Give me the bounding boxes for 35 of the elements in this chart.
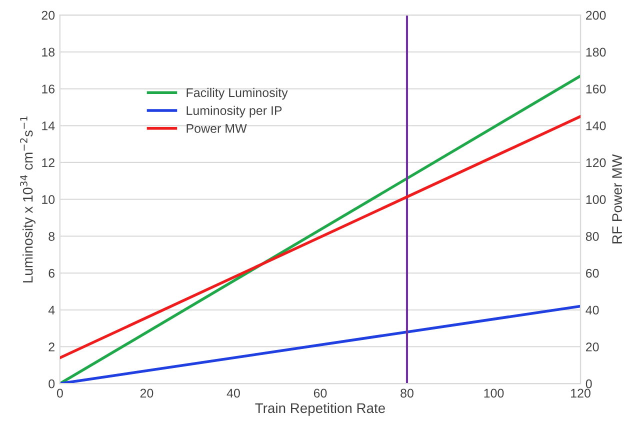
y-tick-label: 4 <box>48 306 55 314</box>
y-tick-label: 8 <box>48 232 55 241</box>
x-axis-title: Train Repetition Rate <box>255 402 385 416</box>
y-axis-title: Luminosity x 10$^{34}$ cm$^{−2}$s$^{−1}$ <box>20 116 36 282</box>
y-tick-label: 2 <box>48 342 54 352</box>
y2-tick-label: 40 <box>586 306 599 315</box>
y2-tick-label: 120 <box>586 158 606 168</box>
x-tick-label: 80 <box>400 388 414 398</box>
y-tick-label: 14 <box>42 122 55 130</box>
x-tick-label: 100 <box>484 388 504 398</box>
y-tick-label: 0 <box>48 379 55 388</box>
y2-tick-label: 180 <box>586 48 606 57</box>
y-tick-label: 10 <box>42 195 55 204</box>
y2-tick-label: 140 <box>586 121 606 130</box>
y2-tick-label: 100 <box>586 195 606 204</box>
y-tick-label: 6 <box>48 268 55 278</box>
y-tick-label: 12 <box>42 158 54 168</box>
y2-axis-title: RF Power MW <box>612 154 622 244</box>
y2-tick-label: 200 <box>586 10 606 20</box>
x-tick-label: 60 <box>314 388 327 398</box>
x-tick-label: 20 <box>140 388 154 398</box>
y2-tick-label: 60 <box>586 268 599 278</box>
y-tick-label: 20 <box>42 10 55 20</box>
y2-tick-label: 160 <box>586 84 606 94</box>
y-tick-label: 16 <box>42 84 55 94</box>
x-tick-label: 0 <box>56 388 63 398</box>
y-tick-label: 18 <box>42 48 55 57</box>
legend-label: Luminosity per IP <box>186 106 282 118</box>
legend-label: Power MW <box>186 124 247 133</box>
y2-tick-label: 20 <box>586 342 599 352</box>
x-tick-label: 40 <box>226 388 240 398</box>
legend-label: Facility Luminosity <box>186 88 288 100</box>
x-tick-label: 120 <box>571 388 590 398</box>
y2-tick-label: 80 <box>586 232 599 241</box>
y2-tick-label: 0 <box>586 379 592 388</box>
